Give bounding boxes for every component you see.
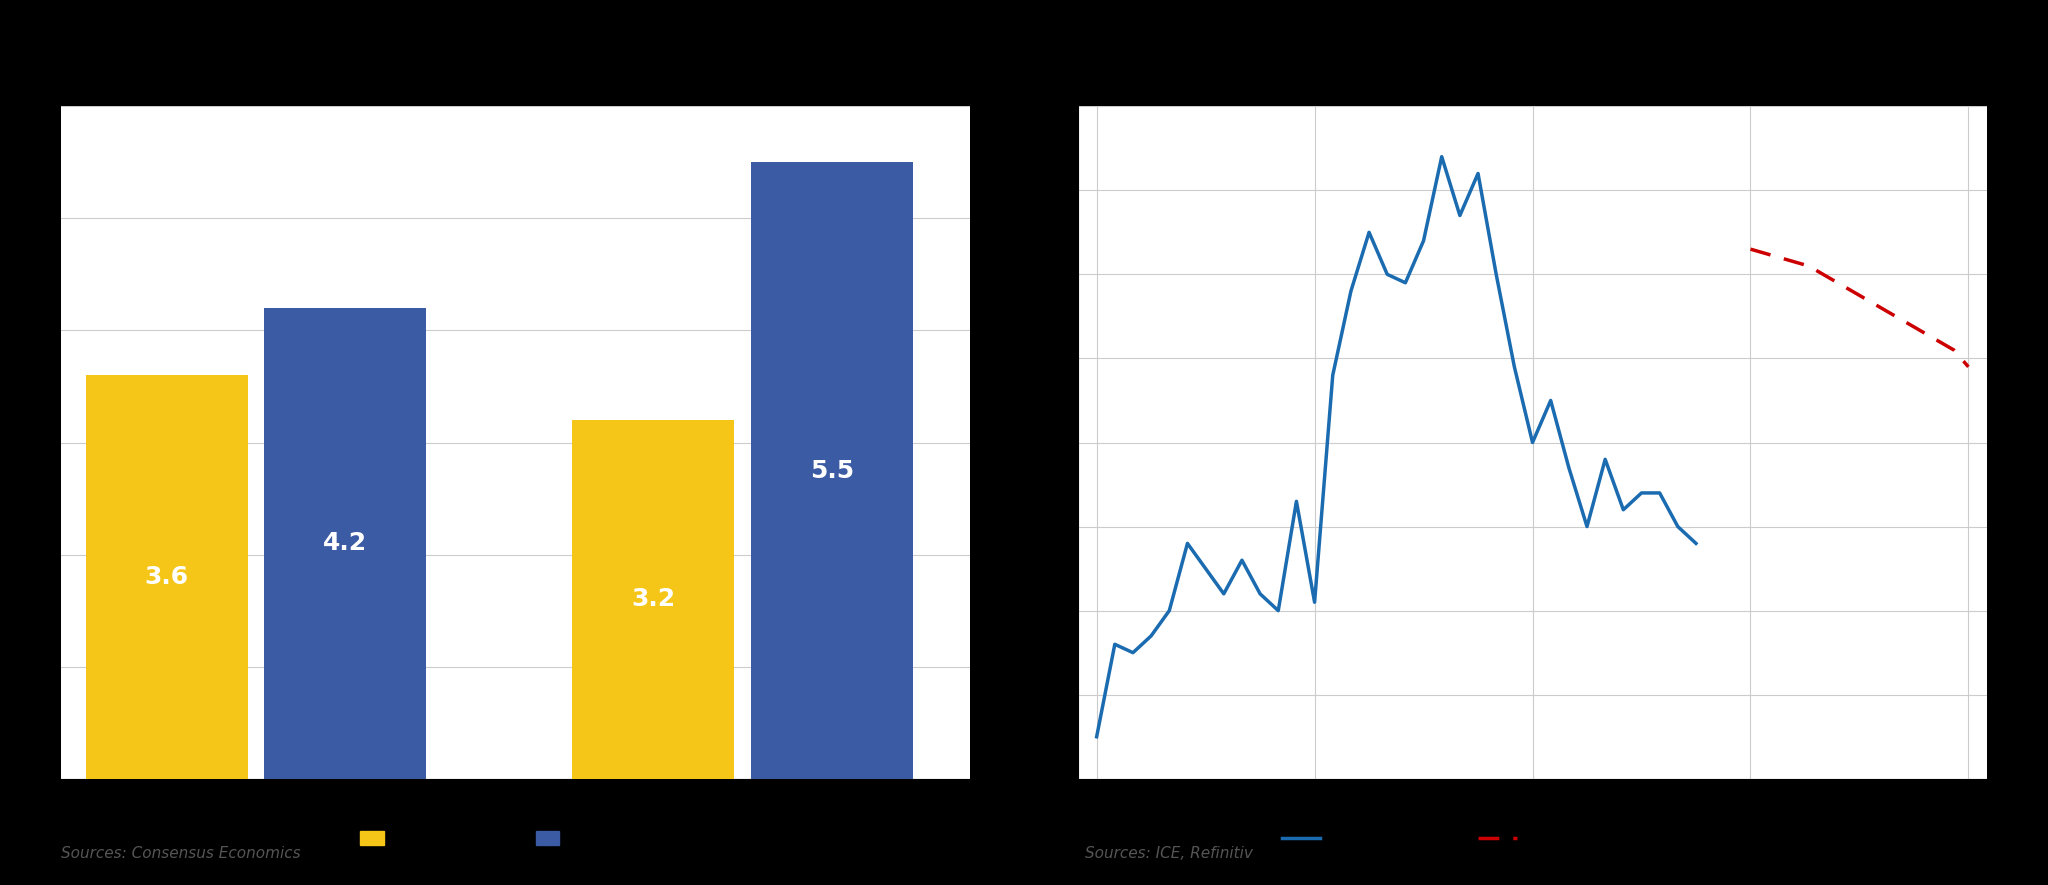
- Y-axis label: US$ per barrel: US$ per barrel: [1010, 377, 1028, 508]
- Title: Figure 1: Median forecasts for 2023
(annual percentage changes): Figure 1: Median forecasts for 2023 (ann…: [305, 53, 727, 96]
- Text: 4.2: 4.2: [324, 531, 367, 556]
- Text: Sources: Consensus Economics: Sources: Consensus Economics: [61, 846, 301, 861]
- Text: 5.5: 5.5: [809, 458, 854, 482]
- Legend: June 2022, May 2023: June 2022, May 2023: [352, 822, 678, 857]
- Bar: [571, 420, 735, 779]
- Bar: [86, 375, 248, 779]
- Text: 3.6: 3.6: [145, 565, 188, 589]
- Legend: Brent Spot, Brent Futures (June 2022): Brent Spot, Brent Futures (June 2022): [1274, 822, 1792, 857]
- Text: Sources: ICE, Refinitiv: Sources: ICE, Refinitiv: [1085, 846, 1253, 861]
- Bar: [264, 308, 426, 779]
- Title: Figure 2: Brent spot and futures prices
($/bbl): Figure 2: Brent spot and futures prices …: [1303, 53, 1763, 96]
- Text: 3.2: 3.2: [631, 588, 676, 612]
- Bar: [752, 162, 913, 779]
